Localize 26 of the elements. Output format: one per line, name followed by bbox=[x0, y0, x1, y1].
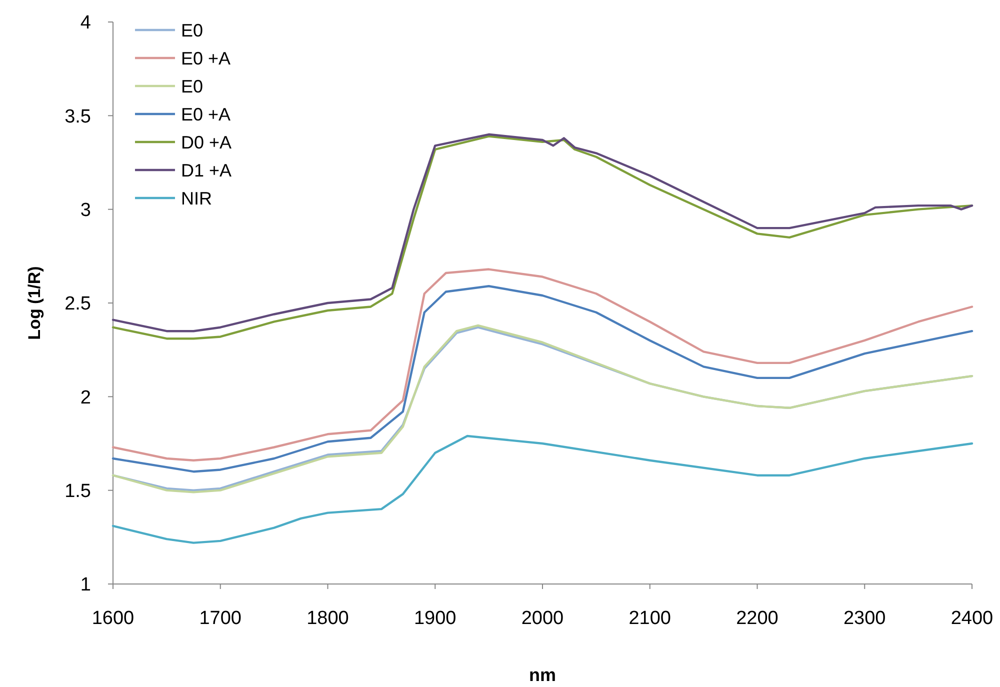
y-tick-label: 3.5 bbox=[64, 106, 91, 128]
legend-label: E0 +A bbox=[181, 104, 231, 124]
x-tick-label: 1600 bbox=[92, 608, 134, 629]
legend-label: E0 bbox=[181, 76, 204, 96]
y-axis-title: Log (1/R) bbox=[25, 266, 44, 340]
legend-label: D0 +A bbox=[181, 132, 232, 152]
y-tick-label: 3 bbox=[80, 200, 91, 221]
y-tick-label: 2.5 bbox=[64, 294, 91, 315]
x-axis-title: nm bbox=[529, 665, 556, 685]
legend-label: E0 bbox=[181, 20, 204, 40]
x-tick-label: 2200 bbox=[736, 608, 778, 629]
x-tick-label: 1800 bbox=[306, 608, 349, 629]
y-tick-label: 1.5 bbox=[64, 480, 91, 502]
legend-label: D1 +A bbox=[181, 160, 232, 180]
x-tick-label: 2400 bbox=[950, 608, 994, 629]
x-tick-label: 2300 bbox=[843, 608, 886, 629]
x-tick-label: 1900 bbox=[414, 608, 456, 629]
x-tick-label: 2000 bbox=[521, 608, 564, 629]
x-tick-label: 1700 bbox=[199, 608, 242, 629]
y-tick-label: 4 bbox=[80, 12, 92, 34]
y-tick-label: 2 bbox=[80, 387, 91, 408]
x-tick-label: 2100 bbox=[628, 608, 672, 629]
legend-label: E0 +A bbox=[181, 48, 231, 68]
legend-label: NIR bbox=[181, 188, 212, 208]
y-tick-label: 1 bbox=[80, 574, 91, 596]
line-series bbox=[112, 434, 974, 544]
